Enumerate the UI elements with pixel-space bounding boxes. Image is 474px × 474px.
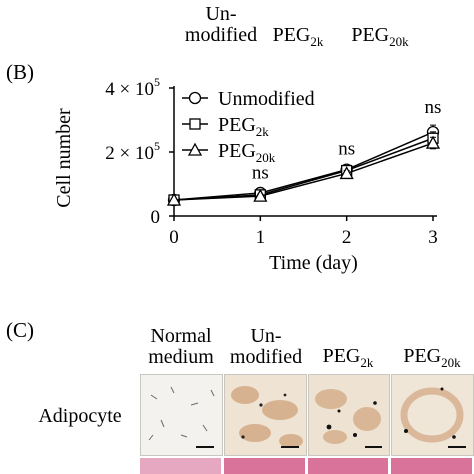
legend-label: PEG20k [218, 140, 276, 165]
row-label-adipocyte: Adipocyte [38, 405, 122, 427]
y-tick-label: 2 × 105 [105, 139, 160, 164]
cell-growth-chart: 0 1 2 3 0 2 × 105 4 × 105 Time (day) Cell number… [53, 75, 442, 274]
header-c-peg2k-sub: 2k [360, 355, 374, 370]
panel-c-label: (C) [6, 318, 34, 342]
significance-label: ns [252, 162, 269, 183]
panel-b-label: (B) [6, 60, 34, 84]
header-normal-line1: Normal [150, 325, 212, 347]
header-peg2k-base: PEG [272, 24, 311, 46]
header-c-unmod-line2: modified [229, 346, 303, 368]
header-c-unmodified: Un- modified [226, 326, 306, 368]
x-axis-title: Time (day) [269, 252, 358, 274]
header-c-peg20k-sub: 20k [441, 355, 461, 370]
series-line-triangle [173, 142, 434, 201]
data-point-triangle [339, 166, 354, 180]
x-tick-label: 2 [342, 227, 352, 248]
micrograph-normal-medium [140, 374, 223, 456]
stained-row-normal [140, 458, 221, 474]
series-line-circle [173, 131, 434, 201]
micrograph-peg20k-texture [400, 387, 464, 443]
micrograph-normal-texture [148, 386, 215, 441]
micrograph-peg2k-texture [315, 389, 381, 444]
header-normal-line2: medium [148, 346, 214, 368]
header-unmodified: Un- modified [183, 4, 259, 46]
header-unmodified-line1: Un- [205, 3, 237, 25]
legend-label: PEG2k [218, 114, 269, 139]
legend-marker-circle [188, 91, 202, 105]
stained-row-unmodified [224, 458, 305, 474]
y-tick-label: 0 [151, 207, 161, 228]
header-normal-medium: Normal medium [140, 326, 222, 368]
significance-label: ns [425, 97, 442, 118]
header-c-peg20k: PEG20k [392, 345, 472, 370]
data-point-triangle [253, 188, 268, 202]
header-peg20k-base: PEG [351, 24, 390, 46]
micrograph-peg2k [308, 374, 390, 456]
legend-marker-square [189, 118, 201, 130]
series-line-square [173, 137, 434, 201]
header-unmodified-line2: modified [184, 24, 258, 46]
data-point-triangle [425, 135, 441, 149]
micrograph-unmodified [224, 374, 307, 456]
header-peg2k-sub: 2k [310, 34, 324, 49]
data-point-triangle [166, 192, 182, 206]
x-tick-label: 0 [169, 227, 179, 248]
y-axis-title: Cell number [53, 108, 75, 208]
significance-label: ns [338, 139, 355, 160]
micrograph-unmodified-texture [231, 386, 303, 448]
header-c-peg2k-base: PEG [322, 345, 361, 367]
header-peg20k: PEG20k [340, 24, 420, 49]
stained-row-peg2k [308, 458, 388, 474]
micrograph-peg20k [391, 374, 474, 456]
x-tick-label: 3 [428, 227, 438, 248]
legend-label: Unmodified [218, 88, 315, 110]
header-peg2k: PEG2k [262, 24, 334, 49]
scale-bar [365, 446, 382, 448]
y-tick-label: 4 × 105 [105, 75, 160, 100]
header-c-peg2k: PEG2k [312, 345, 384, 370]
x-tick-label: 1 [256, 227, 266, 248]
scale-bar [281, 446, 299, 448]
legend-marker-triangle [187, 142, 203, 156]
header-c-unmod-line1: Un- [250, 325, 282, 347]
scale-bar [448, 446, 466, 448]
header-peg20k-sub: 20k [389, 34, 409, 49]
scale-bar [196, 446, 214, 448]
header-c-peg20k-base: PEG [403, 345, 442, 367]
stained-row-peg20k [391, 458, 472, 474]
